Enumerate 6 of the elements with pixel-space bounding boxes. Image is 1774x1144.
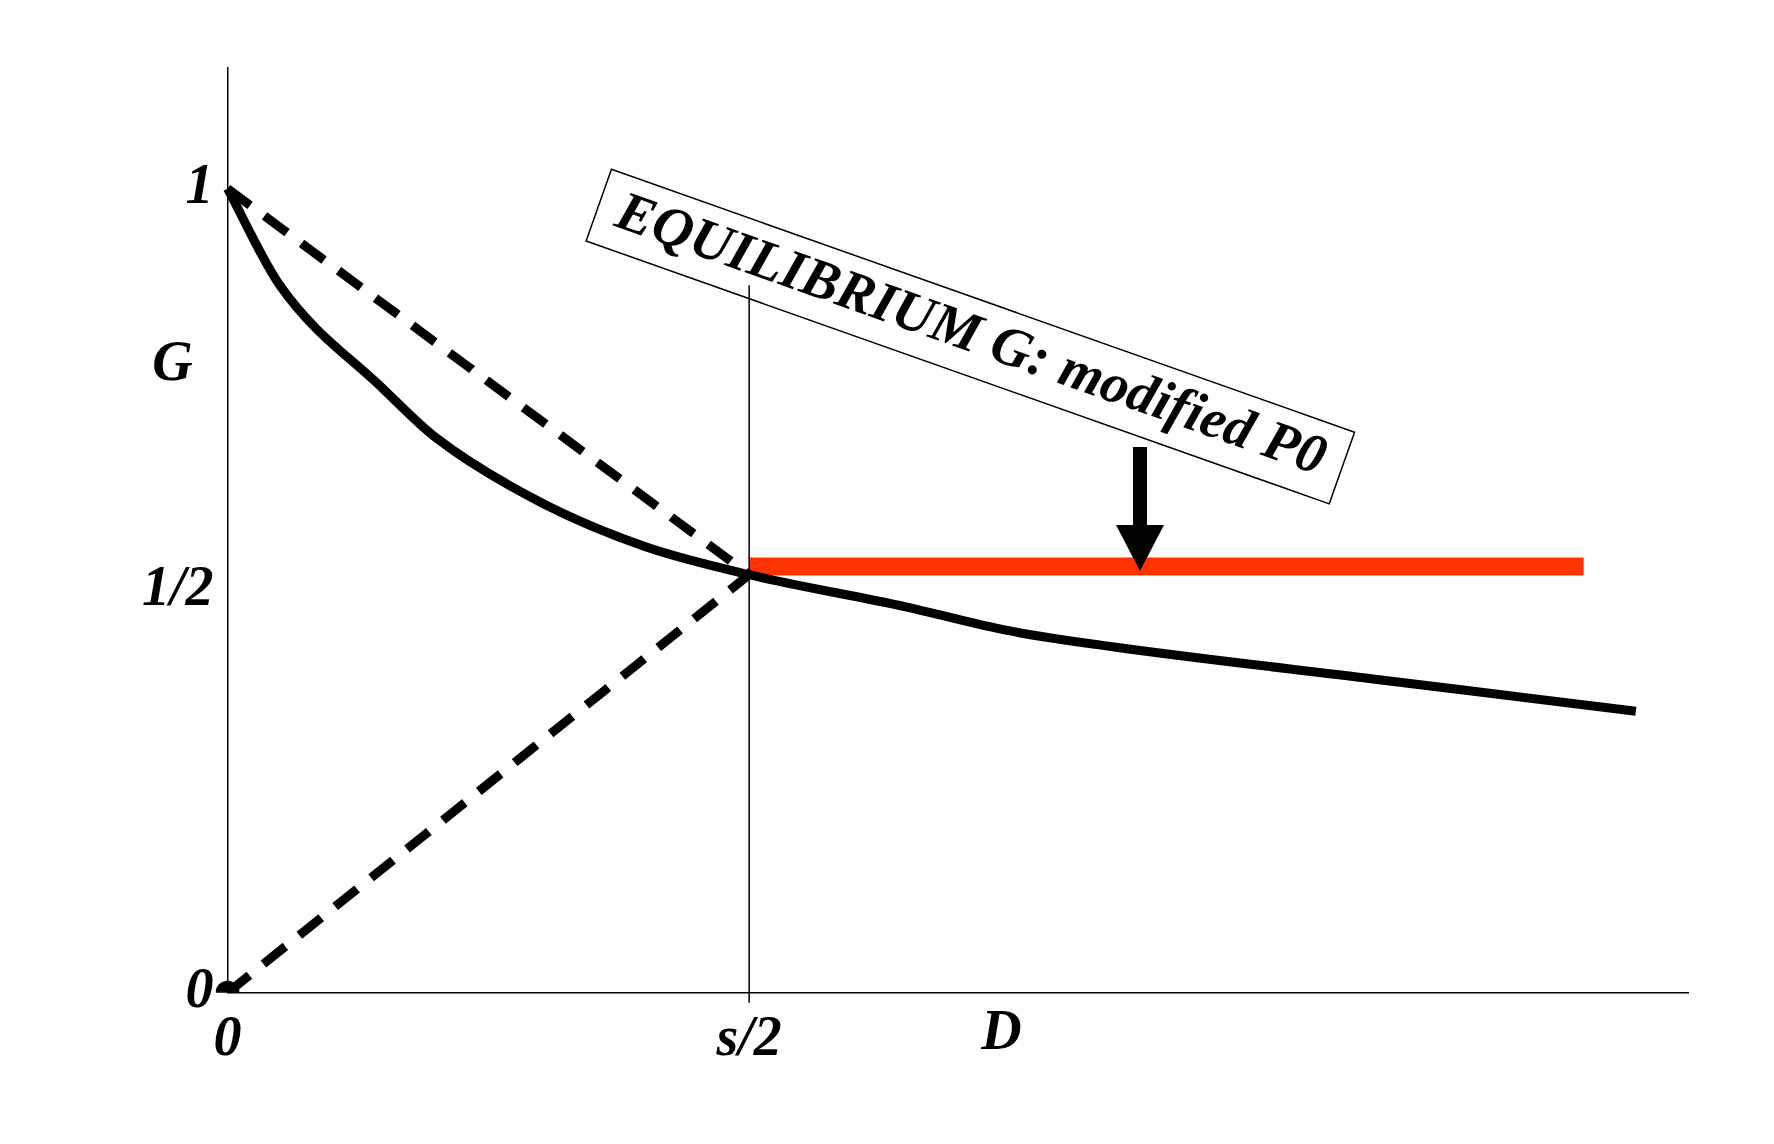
y-tick-label: 0 [185,957,214,1020]
x-axis-title: D [980,999,1022,1062]
y-tick-label: 1/2 [142,555,214,618]
y-axis-title: G [152,330,193,393]
y-tick-label: 1 [185,153,214,216]
x-tick-label: s/2 [715,1004,782,1067]
